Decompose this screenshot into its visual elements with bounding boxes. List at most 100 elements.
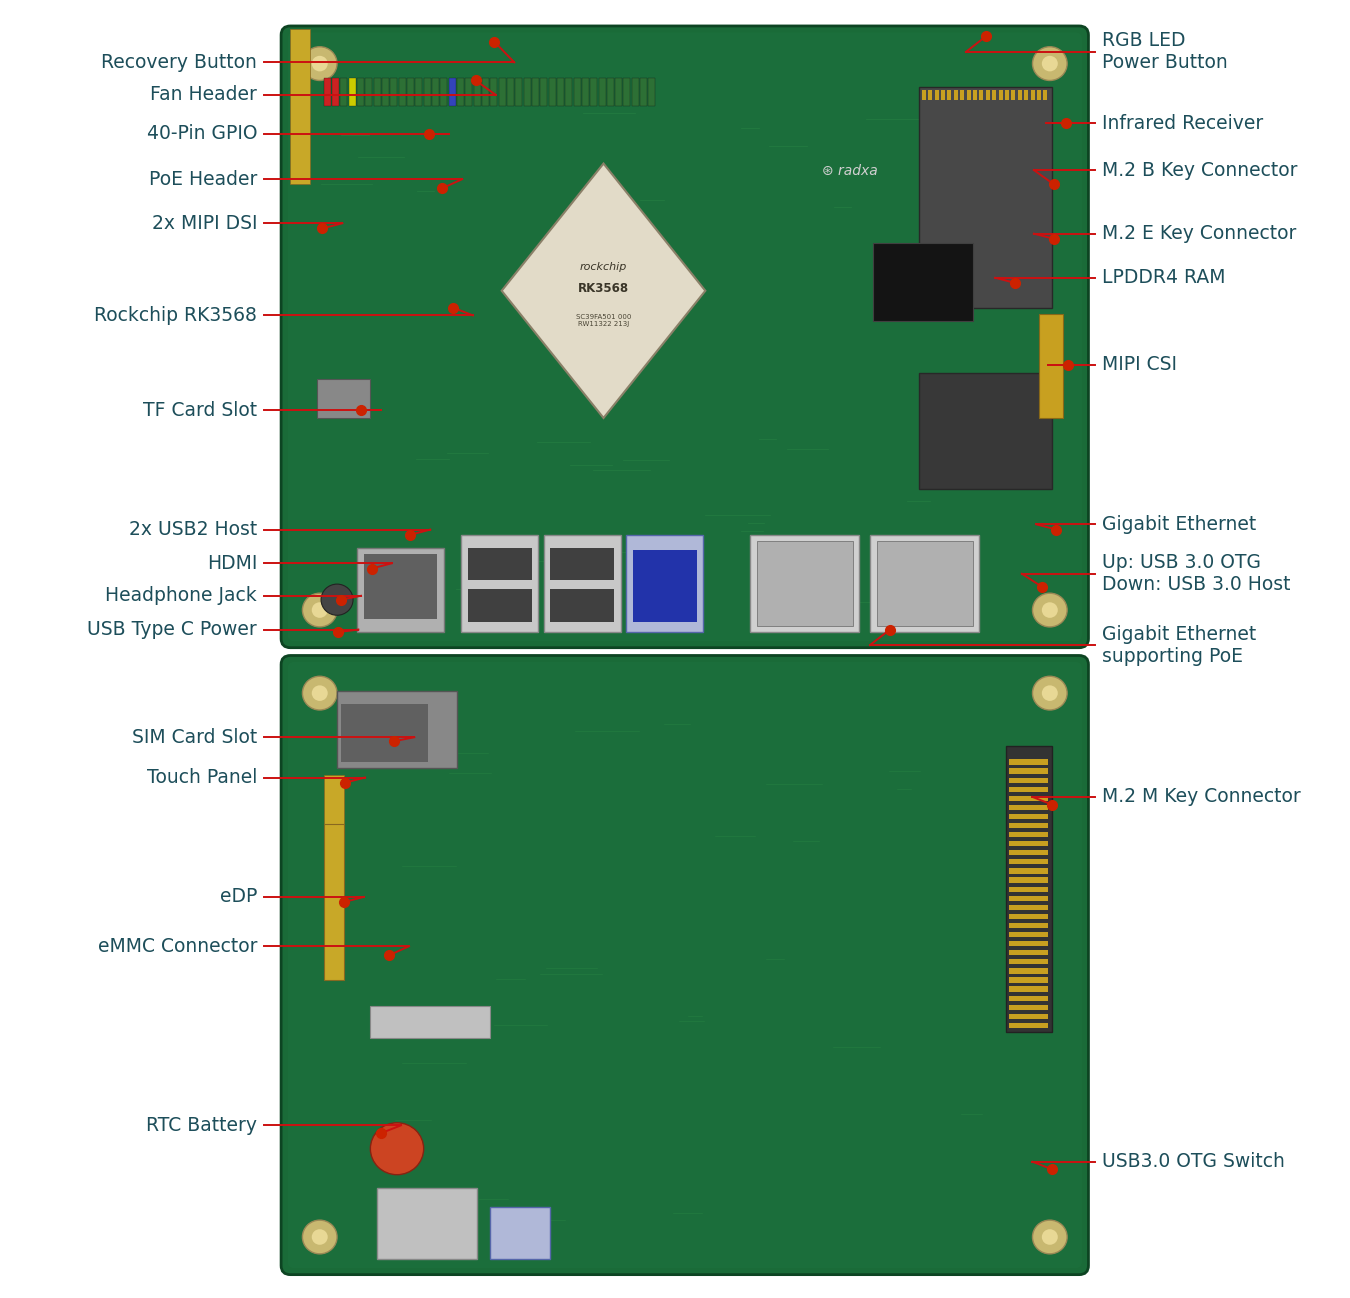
Bar <box>340 78 347 106</box>
Bar <box>1008 787 1049 792</box>
Text: USB3.0 OTG Switch: USB3.0 OTG Switch <box>1102 1153 1285 1171</box>
Bar <box>348 78 355 106</box>
Bar <box>1008 759 1049 765</box>
Bar <box>532 78 539 106</box>
Bar <box>973 90 977 100</box>
Bar <box>1008 914 1049 919</box>
Circle shape <box>1033 676 1066 710</box>
Text: Gigabit Ethernet
supporting PoE: Gigabit Ethernet supporting PoE <box>1102 624 1256 666</box>
Bar <box>948 90 952 100</box>
Circle shape <box>302 1220 338 1254</box>
Bar <box>516 78 522 106</box>
Bar <box>490 78 497 106</box>
Text: RK3568: RK3568 <box>578 282 629 295</box>
Bar <box>999 90 1003 100</box>
Text: Recovery Button: Recovery Button <box>101 53 256 71</box>
Circle shape <box>1042 685 1058 701</box>
Text: 2x USB2 Host: 2x USB2 Host <box>128 520 256 539</box>
Bar <box>1008 977 1049 983</box>
Bar <box>1008 996 1049 1001</box>
Text: MIPI CSI: MIPI CSI <box>1102 356 1177 374</box>
Bar <box>390 78 397 106</box>
Bar <box>456 78 464 106</box>
Text: TF Card Slot: TF Card Slot <box>143 401 256 419</box>
Bar <box>356 548 444 632</box>
Bar <box>608 78 614 106</box>
Bar <box>1008 823 1049 828</box>
Bar <box>338 691 456 768</box>
Bar <box>1008 950 1049 955</box>
Bar <box>919 87 1053 308</box>
FancyBboxPatch shape <box>281 655 1088 1275</box>
Text: Infrared Receiver: Infrared Receiver <box>1102 114 1264 132</box>
Text: M.2 E Key Connector: M.2 E Key Connector <box>1102 225 1296 243</box>
Circle shape <box>302 47 338 80</box>
Bar <box>1011 90 1015 100</box>
Circle shape <box>1042 1229 1058 1245</box>
Circle shape <box>1042 56 1058 71</box>
Text: RGB LED
Power Button: RGB LED Power Button <box>1102 31 1227 73</box>
Bar <box>582 78 589 106</box>
Text: SC39FA501 000
RW11322 213J: SC39FA501 000 RW11322 213J <box>576 314 632 327</box>
Bar <box>370 1006 490 1038</box>
Text: M.2 M Key Connector: M.2 M Key Connector <box>1102 788 1300 806</box>
Bar <box>544 535 621 632</box>
Text: 40-Pin GPIO: 40-Pin GPIO <box>147 125 256 143</box>
Bar <box>1008 1023 1049 1028</box>
Bar <box>626 535 703 632</box>
Bar <box>1008 986 1049 992</box>
Text: Rockchip RK3568: Rockchip RK3568 <box>95 306 256 324</box>
Circle shape <box>1033 1220 1066 1254</box>
Bar <box>624 78 630 106</box>
Bar <box>551 589 614 622</box>
FancyBboxPatch shape <box>288 662 1081 1268</box>
Bar <box>474 78 481 106</box>
Bar <box>929 90 933 100</box>
Bar <box>1025 90 1029 100</box>
Bar <box>398 78 405 106</box>
Text: Gigabit Ethernet: Gigabit Ethernet <box>1102 515 1256 533</box>
Text: eMMC Connector: eMMC Connector <box>97 937 256 955</box>
Circle shape <box>312 685 328 701</box>
Bar <box>980 90 983 100</box>
Bar <box>1008 923 1049 928</box>
Bar <box>876 541 972 626</box>
Bar <box>467 548 532 580</box>
Text: RTC Battery: RTC Battery <box>146 1116 256 1134</box>
Bar <box>869 535 979 632</box>
Bar <box>632 78 639 106</box>
Bar <box>640 78 647 106</box>
Bar <box>954 90 958 100</box>
Bar <box>872 243 972 321</box>
Bar <box>406 78 414 106</box>
Text: M.2 B Key Connector: M.2 B Key Connector <box>1102 161 1297 179</box>
Bar <box>1008 850 1049 855</box>
Polygon shape <box>502 164 705 418</box>
Bar <box>482 78 489 106</box>
Bar <box>590 78 597 106</box>
Bar <box>356 78 365 106</box>
Bar <box>1008 814 1049 819</box>
Bar <box>467 589 532 622</box>
Text: Up: USB 3.0 OTG
Down: USB 3.0 Host: Up: USB 3.0 OTG Down: USB 3.0 Host <box>1102 553 1291 594</box>
Bar <box>1030 90 1034 100</box>
Bar <box>290 29 310 184</box>
Text: rockchip: rockchip <box>579 262 628 273</box>
Bar <box>1044 90 1048 100</box>
Bar <box>566 78 572 106</box>
FancyBboxPatch shape <box>288 32 1081 641</box>
Bar <box>1008 859 1049 864</box>
Bar <box>324 824 344 980</box>
Text: Headphone Jack: Headphone Jack <box>105 587 256 605</box>
Bar <box>366 78 373 106</box>
Circle shape <box>312 602 328 618</box>
Bar <box>934 90 938 100</box>
Bar <box>757 541 853 626</box>
Bar <box>1040 314 1064 418</box>
Bar <box>466 78 472 106</box>
Bar <box>490 1207 551 1259</box>
Bar <box>616 78 622 106</box>
Bar <box>648 78 656 106</box>
Bar <box>941 90 945 100</box>
Bar <box>751 535 860 632</box>
